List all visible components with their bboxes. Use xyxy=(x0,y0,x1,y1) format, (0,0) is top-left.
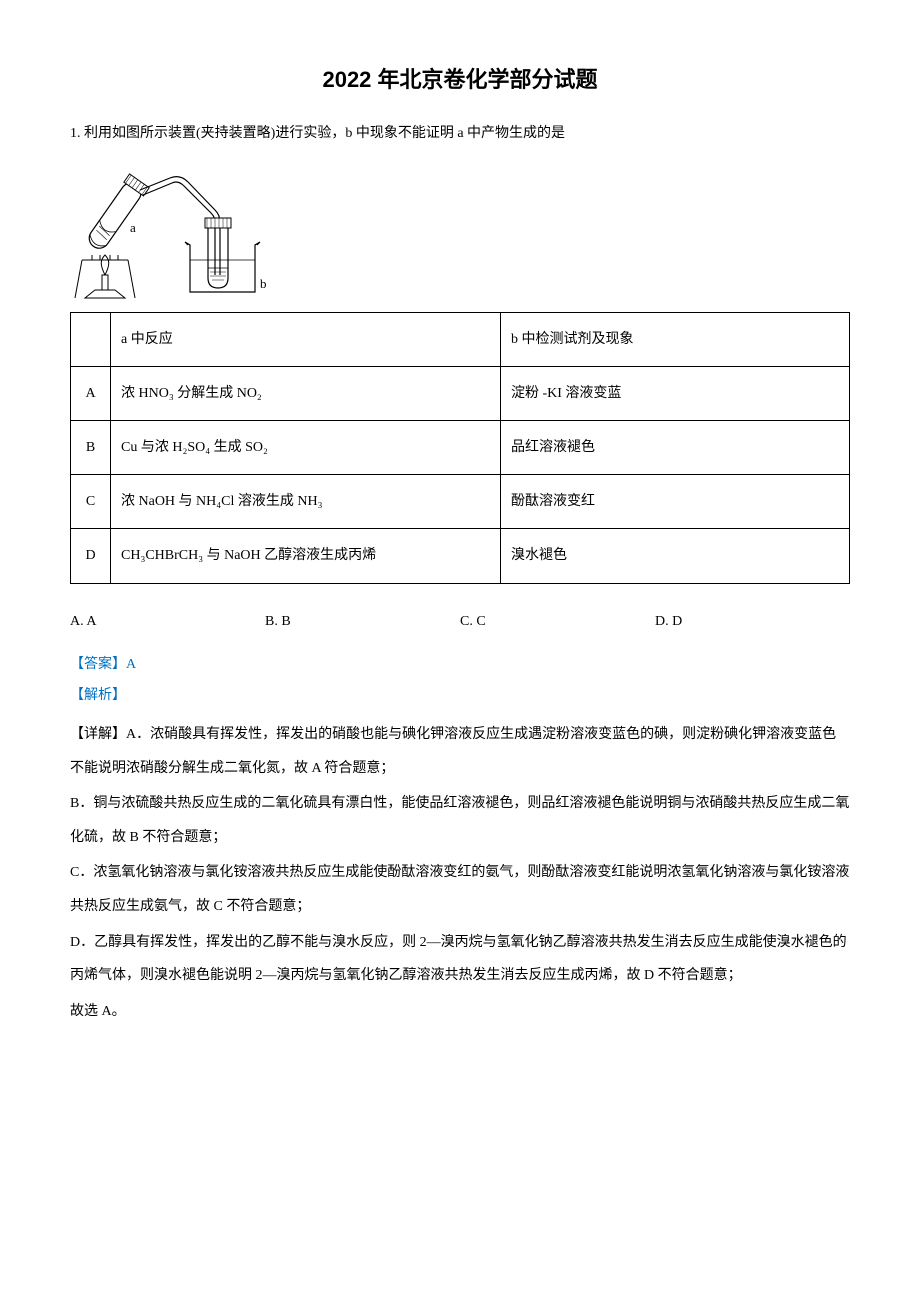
row-a: 浓 NaOH 与 NH₄Cl 溶液生成 NH₃ xyxy=(111,475,501,529)
explain-label: 【解析】 xyxy=(70,683,850,708)
table-header-row: a 中反应 b 中检测试剂及现象 xyxy=(71,312,850,366)
option-a: A. A xyxy=(70,609,265,634)
answer-line: 【答案】A xyxy=(70,652,850,677)
row-a: Cu 与浓 H₂SO₄ 生成 SO₂ xyxy=(111,420,501,474)
table-row: C 浓 NaOH 与 NH₄Cl 溶液生成 NH₃ 酚酞溶液变红 xyxy=(71,475,850,529)
option-c: C. C xyxy=(460,609,655,634)
row-id: A xyxy=(71,366,111,420)
header-b: b 中检测试剂及现象 xyxy=(501,312,850,366)
header-a: a 中反应 xyxy=(111,312,501,366)
row-b: 溴水褪色 xyxy=(501,529,850,583)
detail-d: D．乙醇具有挥发性，挥发出的乙醇不能与溴水反应，则 2—溴丙烷与氢氧化钠乙醇溶液… xyxy=(70,926,850,993)
option-b: B. B xyxy=(265,609,460,634)
page-title: 2022 年北京卷化学部分试题 xyxy=(70,60,850,100)
detail-b: B．铜与浓硫酸共热反应生成的二氧化硫具有漂白性，能使品红溶液褪色，则品红溶液褪色… xyxy=(70,787,850,854)
row-b: 淀粉 -KI 溶液变蓝 xyxy=(501,366,850,420)
question-stem: 1. 利用如图所示装置(夹持装置略)进行实验，b 中现象不能证明 a 中产物生成… xyxy=(70,120,850,148)
detail-a: 【详解】A．浓硝酸具有挥发性，挥发出的硝酸也能与碘化钾溶液反应生成遇淀粉溶液变蓝… xyxy=(70,718,850,785)
label-b: b xyxy=(260,276,267,291)
label-a: a xyxy=(130,220,136,235)
experiment-table: a 中反应 b 中检测试剂及现象 A 浓 HNO₃ 分解生成 NO₂ 淀粉 -K… xyxy=(70,312,850,584)
options-row: A. A B. B C. C D. D xyxy=(70,609,850,634)
answer-value: A xyxy=(126,657,136,672)
option-d: D. D xyxy=(655,609,850,634)
row-id: D xyxy=(71,529,111,583)
table-row: A 浓 HNO₃ 分解生成 NO₂ 淀粉 -KI 溶液变蓝 xyxy=(71,366,850,420)
row-id: B xyxy=(71,420,111,474)
row-id: C xyxy=(71,475,111,529)
apparatus-diagram: a b xyxy=(70,160,850,300)
row-b: 酚酞溶液变红 xyxy=(501,475,850,529)
detail-c: C．浓氢氧化钠溶液与氯化铵溶液共热反应生成能使酚酞溶液变红的氨气，则酚酞溶液变红… xyxy=(70,856,850,923)
header-empty xyxy=(71,312,111,366)
answer-label: 【答案】 xyxy=(70,657,126,672)
table-row: B Cu 与浓 H₂SO₄ 生成 SO₂ 品红溶液褪色 xyxy=(71,420,850,474)
question-number: 1. xyxy=(70,126,81,141)
question-text: 利用如图所示装置(夹持装置略)进行实验，b 中现象不能证明 a 中产物生成的是 xyxy=(84,126,565,141)
detail-conclusion: 故选 A。 xyxy=(70,995,850,1029)
row-a: CH₃CHBrCH₃ 与 NaOH 乙醇溶液生成丙烯 xyxy=(111,529,501,583)
table-row: D CH₃CHBrCH₃ 与 NaOH 乙醇溶液生成丙烯 溴水褪色 xyxy=(71,529,850,583)
row-b: 品红溶液褪色 xyxy=(501,420,850,474)
row-a: 浓 HNO₃ 分解生成 NO₂ xyxy=(111,366,501,420)
